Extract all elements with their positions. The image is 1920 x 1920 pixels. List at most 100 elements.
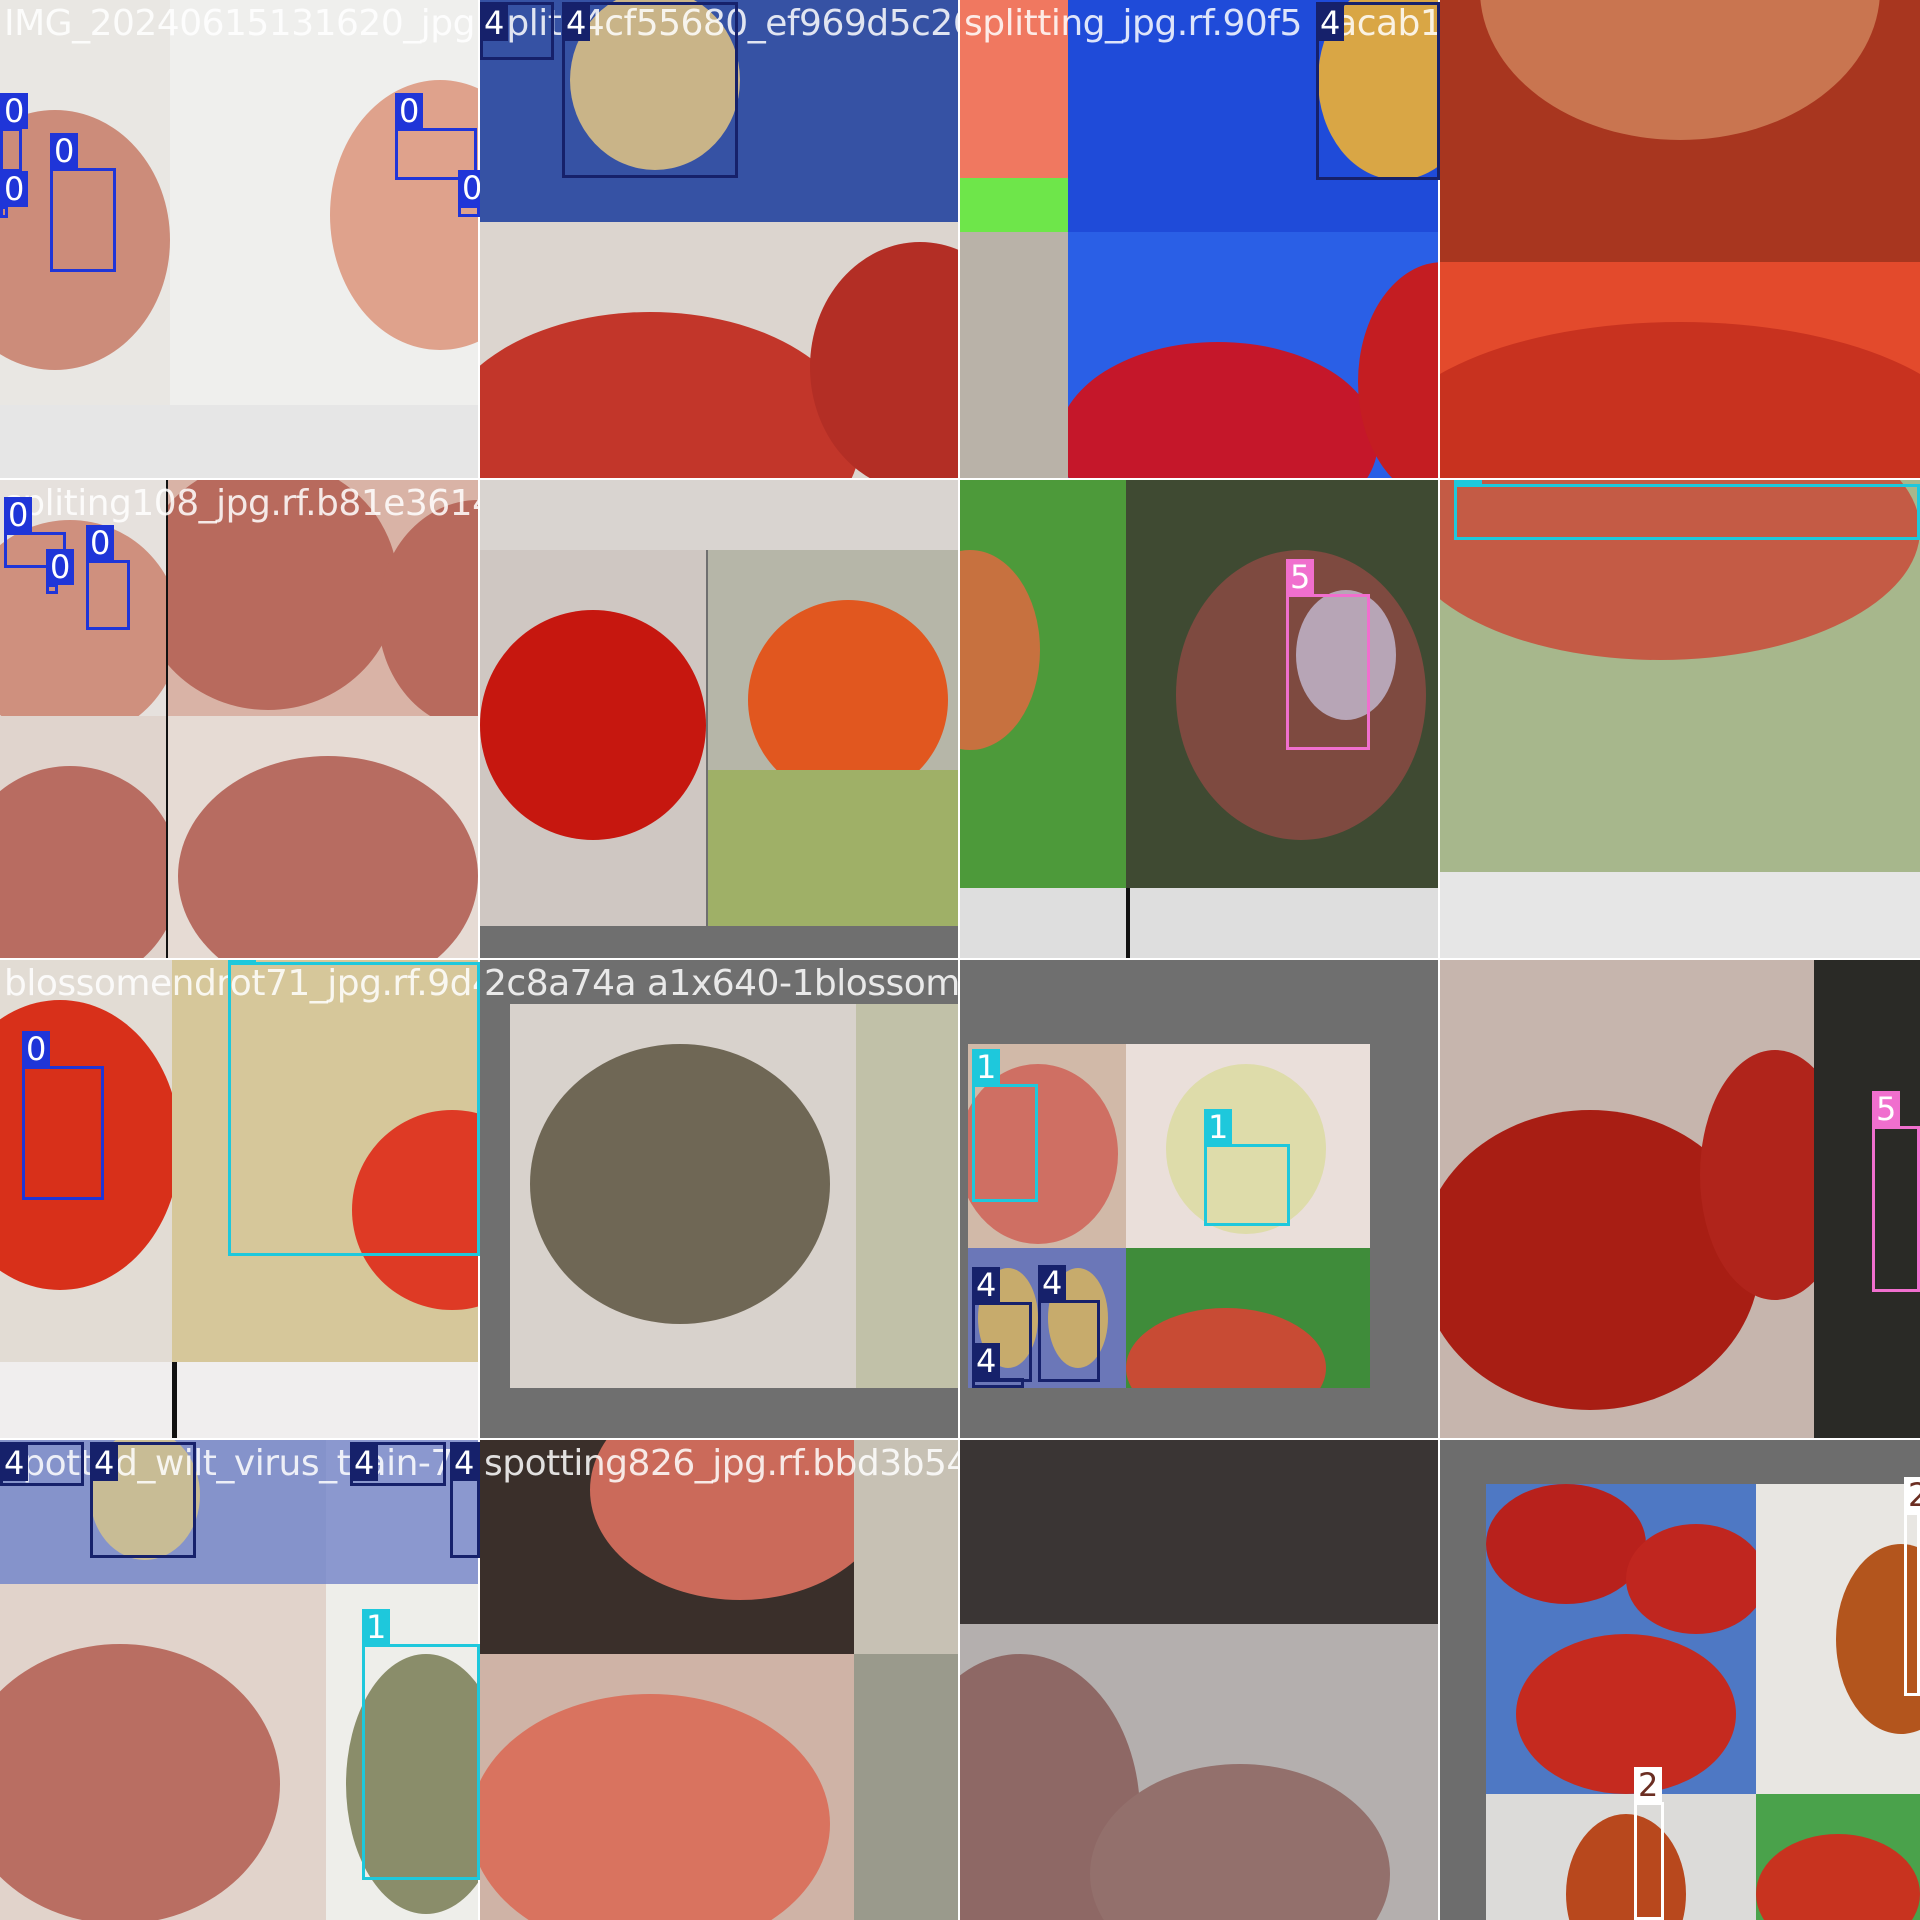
bounding-box: 1 [972,1049,1038,1202]
image-patch [0,960,172,1362]
tile-t0: IMG_20240615131620_jpg.rf. 0 0 0 0 0 [0,0,482,482]
tile-t2: splitting_jpg.rf.90f5 bacab1436407jpg2 4… [958,0,1442,482]
image-patch [1756,1484,1920,1794]
bounding-box: 2 [1634,1767,1664,1920]
image-patch [168,480,480,716]
bounding-box: 0 [458,170,480,217]
bounding-box: 4 [1316,2,1440,180]
image-patch [170,0,480,405]
bounding-box: 4 [480,2,554,60]
class-label: 4 [350,1445,379,1481]
bounding-box: 0 [86,525,130,630]
image-patch [172,960,480,1362]
class-label: 2 [1634,1767,1663,1803]
image-patch [480,480,960,550]
image-patch [1814,960,1920,1440]
image-patch [854,1654,960,1920]
image-patch [1126,480,1440,888]
bounding-box: 1 [1454,480,1920,540]
tile-t6: 5 [958,478,1442,962]
image-patch [0,1440,326,1584]
class-label: 1 [362,1609,391,1645]
class-label: 4 [972,1343,1001,1379]
bounding-box: 5 [1872,1091,1920,1292]
image-patch [1756,1794,1920,1920]
bounding-box: 2 [1904,1477,1920,1696]
tile-t13: spotting826_jpg.rf.bbd3b545a34357e855828… [478,1438,962,1920]
image-patch [0,1584,326,1920]
image-patch [960,1440,1440,1624]
bounding-box: 5 [1286,559,1370,750]
image-patch [1440,872,1920,960]
class-label: 0 [395,93,424,129]
image-patch [1486,1794,1756,1920]
class-label: 1 [228,960,257,963]
class-label: 4 [90,1445,119,1481]
image-patch [0,0,170,405]
class-label: 0 [22,1031,51,1067]
bounding-box: 0 [395,93,477,180]
class-label: 4 [1316,5,1345,41]
image-patch [1440,480,1920,872]
class-label: 0 [4,497,33,533]
bounding-box: 4 [562,2,738,178]
image-patch [960,1624,1440,1920]
bounding-box: 1 [228,960,480,1256]
image-patch [1486,1484,1756,1794]
image-patch [480,1654,854,1920]
bounding-box: 4 [1038,1265,1100,1382]
tile-t14 [958,1438,1442,1920]
class-label: 1 [972,1049,1001,1085]
tile-t15: 2 2 [1438,1438,1920,1920]
tile-t5 [478,478,962,962]
image-patch [1126,1248,1370,1388]
class-label: 4 [562,5,591,41]
tile-t7: 1 [1438,478,1920,962]
image-patch [708,550,960,926]
image-patch [1440,0,1920,262]
tile-t4: spliting108_jpg.rf.b81e3614207f4feff728f… [0,478,482,962]
tile-t9: 2c8a74a a1x640-1blossomendrot29_jpg.rf.a… [478,958,962,1442]
bounding-box: 0 [4,497,66,568]
image-patch [1068,232,1440,480]
class-label: 0 [0,93,29,129]
image-patch [0,716,166,960]
class-label: 0 [86,525,115,561]
bounding-box: 4 [90,1442,196,1558]
image-patch [510,1004,856,1388]
image-patch [0,1362,480,1440]
tile-t10: 1 1 4 4 4 [958,958,1442,1442]
image-patch [1068,0,1440,232]
bounding-box: 4 [350,1442,446,1486]
bounding-box: 4 [450,1442,480,1558]
class-label: 2 [1904,1477,1920,1513]
bounding-box: 0 [0,171,29,218]
tile-t3 [1438,0,1920,482]
tile-t11: 5 [1438,958,1920,1442]
bounding-box: 0 [50,133,116,272]
image-patch [480,1440,854,1654]
bounding-box: 1 [362,1609,480,1880]
bounding-box: 4 [972,1343,1024,1388]
image-patch [480,222,960,480]
image-patch [854,1440,960,1654]
bounding-box: 0 [22,1031,104,1200]
tile-t1: 4pliti 4cf55680_ef969d5c261 4 4 [478,0,962,482]
class-label: 5 [1286,559,1315,595]
class-label: 4 [1038,1265,1067,1301]
image-patch [480,550,706,926]
image-patch [168,716,480,960]
image-patch [1440,262,1920,480]
image-patch [1440,960,1814,1440]
image-patch [326,1584,480,1920]
tile-t12: spotted_wilt_virus_train-7 4 4 4 4 1 [0,1438,482,1920]
class-label: 4 [480,5,509,41]
class-label: 4 [0,1445,29,1481]
class-label: 0 [0,171,29,207]
image-patch [960,232,1068,480]
bounding-box: 4 [0,1442,84,1486]
class-label: 1 [1454,480,1483,485]
class-label: 0 [50,133,79,169]
image-patch [960,0,1068,232]
